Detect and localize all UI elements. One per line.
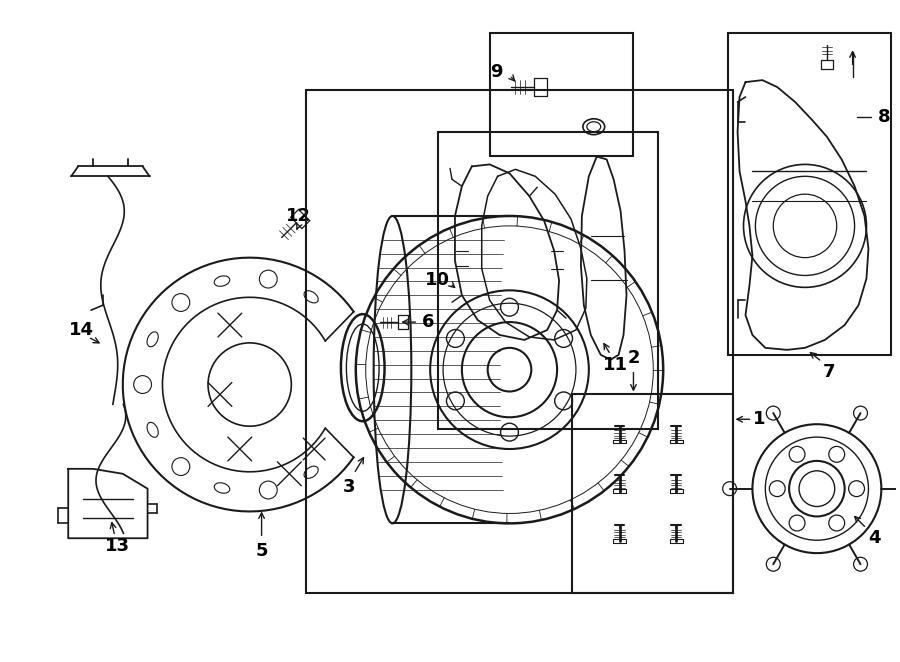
Text: 2: 2 xyxy=(627,349,640,367)
Text: 5: 5 xyxy=(256,542,268,560)
Text: 10: 10 xyxy=(425,271,450,289)
Bar xyxy=(728,32,891,355)
Text: 4: 4 xyxy=(868,529,881,547)
Text: 1: 1 xyxy=(753,410,766,428)
Text: 3: 3 xyxy=(343,478,356,496)
Text: 6: 6 xyxy=(422,313,435,331)
Text: 14: 14 xyxy=(68,321,94,339)
Text: 13: 13 xyxy=(105,537,130,555)
Text: 9: 9 xyxy=(491,63,503,81)
Text: 12: 12 xyxy=(286,207,310,225)
Text: 8: 8 xyxy=(878,108,891,126)
Bar xyxy=(572,395,733,592)
Text: 7: 7 xyxy=(823,363,835,381)
Bar xyxy=(438,132,658,429)
Bar xyxy=(490,32,634,156)
Bar xyxy=(306,90,733,592)
Text: 11: 11 xyxy=(603,355,628,374)
